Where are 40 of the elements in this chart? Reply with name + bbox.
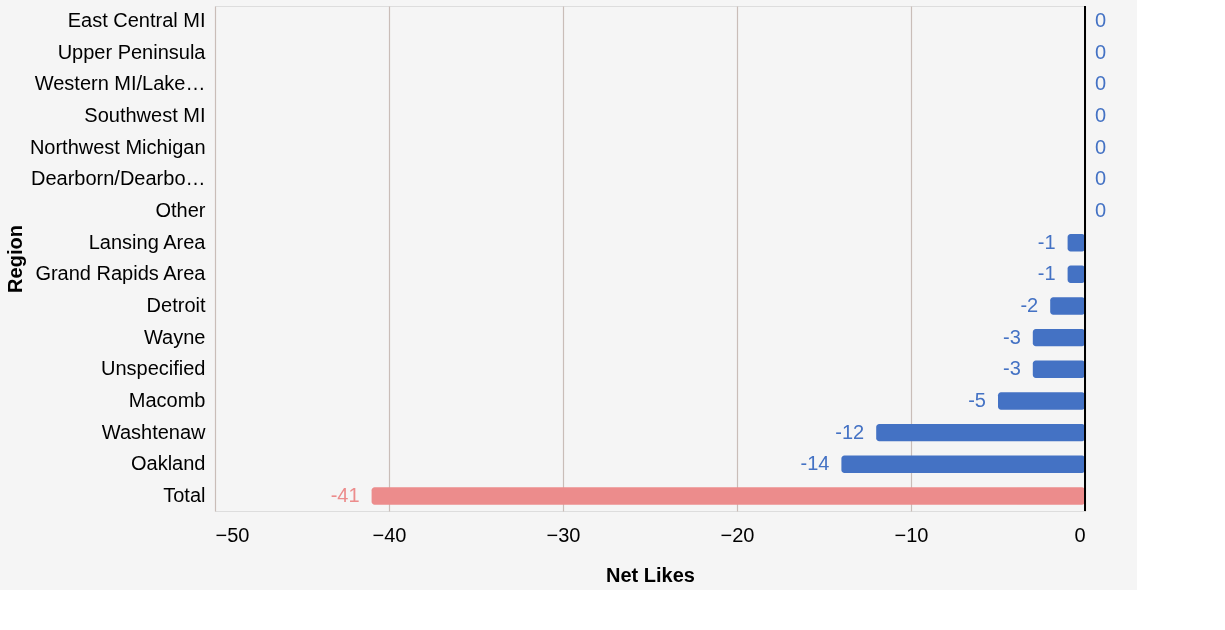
- x-tick-label: −50: [215, 523, 250, 546]
- x-tick-label: 0: [1074, 523, 1086, 546]
- y-tick-label: Total: [163, 483, 206, 506]
- data-label: -2: [1020, 293, 1039, 316]
- data-label: 0: [1095, 104, 1107, 127]
- y-tick-label: Upper Peninsula: [57, 40, 207, 63]
- y-tick-label: Washtenaw: [101, 420, 207, 443]
- y-tick-label: Oakland: [131, 452, 206, 475]
- data-label: 0: [1095, 40, 1107, 63]
- y-tick-label: Grand Rapids Area: [35, 262, 207, 285]
- data-label: -5: [968, 388, 986, 411]
- x-tick-label: −40: [372, 523, 407, 546]
- y-tick-label: Other: [155, 199, 206, 222]
- x-tick-label: −20: [720, 523, 755, 546]
- data-label: 0: [1095, 72, 1107, 95]
- y-tick-label: East Central MI: [67, 9, 206, 32]
- data-label: -1: [1037, 262, 1056, 285]
- y-tick-label: Lansing Area: [88, 230, 207, 253]
- x-axis-title: Net Likes: [606, 563, 695, 586]
- x-tick-label: −10: [894, 523, 929, 546]
- x-tick-label: −30: [546, 523, 581, 546]
- y-tick-label: Western MI/Lake…: [34, 72, 206, 95]
- data-label: -3: [1003, 325, 1021, 348]
- data-label: 0: [1095, 199, 1107, 222]
- y-tick-label: Southwest MI: [84, 104, 206, 127]
- y-axis-title: Region: [3, 225, 26, 293]
- data-label: 0: [1095, 135, 1107, 158]
- data-label: -12: [835, 420, 865, 443]
- y-tick-label: Wayne: [143, 325, 206, 348]
- y-tick-label: Macomb: [128, 388, 206, 411]
- y-tick-label: Northwest Michigan: [29, 135, 206, 158]
- data-label: -1: [1037, 230, 1056, 253]
- y-tick-label: Detroit: [146, 293, 206, 316]
- y-tick-label: Dearborn/Dearbo…: [30, 167, 206, 190]
- data-label: 0: [1095, 9, 1107, 32]
- data-label: -41: [330, 483, 360, 506]
- y-tick-label: Unspecified: [100, 357, 206, 380]
- data-label: 0: [1095, 167, 1107, 190]
- data-label: -14: [800, 452, 830, 475]
- data-label: -3: [1003, 357, 1021, 380]
